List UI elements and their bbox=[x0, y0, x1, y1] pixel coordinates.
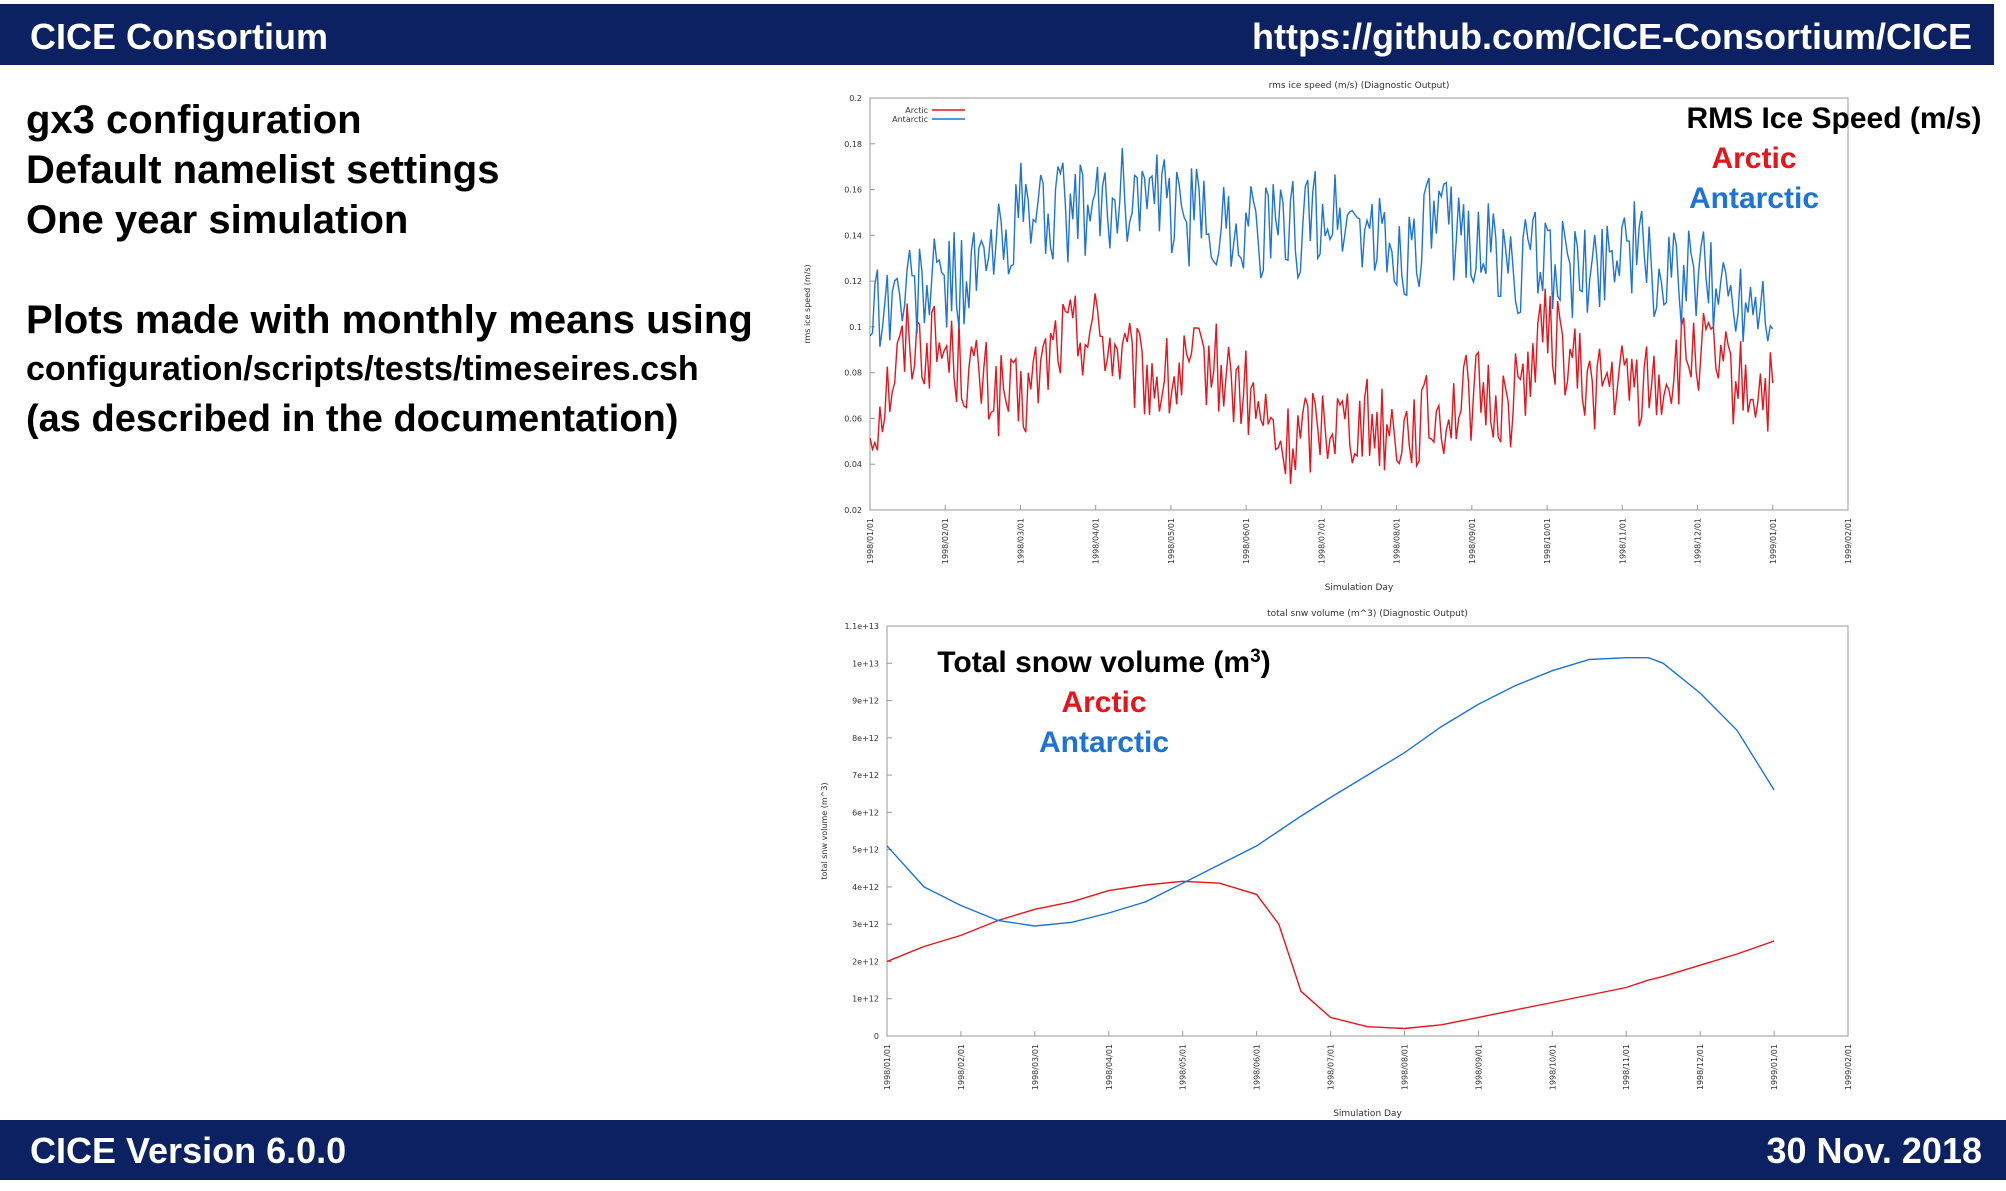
y-tick-label: 0.04 bbox=[844, 460, 862, 469]
x-tick-label: 1998/09/01 bbox=[1468, 518, 1477, 564]
y-tick-label: 0.18 bbox=[844, 140, 862, 149]
x-tick-label: 1999/01/01 bbox=[1769, 518, 1778, 564]
x-tick-label: 1998/10/01 bbox=[1543, 518, 1552, 564]
note-line-6: (as described in the documentation) bbox=[26, 398, 679, 440]
overlay-title: RMS Ice Speed (m/s) bbox=[1686, 102, 1981, 135]
footer-version: CICE Version 6.0.0 bbox=[30, 1130, 347, 1171]
x-tick-label: 1998/07/01 bbox=[1317, 518, 1326, 564]
y-tick-label: 0.1 bbox=[849, 323, 862, 332]
note-line-3: One year simulation bbox=[26, 198, 409, 242]
overlay-antarctic: Antarctic bbox=[1689, 182, 1819, 215]
note-line-2: Default namelist settings bbox=[26, 148, 500, 192]
header-url[interactable]: https://github.com/CICE-Consortium/CICE bbox=[1252, 16, 1972, 57]
y-tick-label: 0.12 bbox=[844, 277, 862, 286]
series-line-antarctic bbox=[869, 147, 1774, 347]
y-axis-label: rms ice speed (m/s) bbox=[803, 264, 812, 343]
header-title: CICE Consortium bbox=[30, 16, 329, 57]
y-tick-label: 0.14 bbox=[844, 231, 862, 240]
x-tick-label: 1998/03/01 bbox=[1016, 518, 1025, 564]
x-tick-label: 1999/02/01 bbox=[1844, 518, 1853, 564]
header-bar: CICE Consortium https://github.com/CICE-… bbox=[0, 4, 2006, 65]
y-tick-label: 0.08 bbox=[844, 369, 862, 378]
legend-label: Arctic bbox=[905, 106, 928, 115]
chart-title: rms ice speed (m/s) (Diagnostic Output) bbox=[1269, 81, 1450, 91]
x-axis-label: Simulation Day bbox=[1325, 583, 1394, 593]
note-line-5: configuration/scripts/tests/timeseires.c… bbox=[26, 350, 699, 388]
x-tick-label: 1998/08/01 bbox=[1393, 518, 1402, 564]
x-tick-label: 1998/12/01 bbox=[1694, 518, 1703, 564]
note-line-4: Plots made with monthly means using bbox=[26, 298, 753, 342]
y-tick-label: 0.02 bbox=[844, 506, 862, 515]
footer-bar: CICE Version 6.0.0 30 Nov. 2018 bbox=[0, 1120, 2006, 1180]
y-tick-label: 0.16 bbox=[844, 186, 862, 195]
overlay-arctic: Arctic bbox=[1711, 142, 1796, 175]
x-tick-label: 1998/04/01 bbox=[1092, 518, 1101, 564]
y-tick-label: 0.2 bbox=[849, 94, 862, 103]
x-tick-label: 1998/01/01 bbox=[866, 518, 875, 564]
x-tick-label: 1998/06/01 bbox=[1242, 518, 1251, 564]
y-tick-label: 0.06 bbox=[844, 414, 862, 423]
x-tick-label: 1998/02/01 bbox=[941, 518, 950, 564]
note-line-1: gx3 configuration bbox=[26, 98, 362, 142]
x-tick-label: 1998/05/01 bbox=[1167, 518, 1176, 564]
footer-date: 30 Nov. 2018 bbox=[1766, 1130, 1982, 1171]
x-tick-label: 1998/11/01 bbox=[1618, 518, 1627, 564]
legend-label: Antarctic bbox=[892, 115, 928, 124]
series-line-arctic bbox=[869, 288, 1774, 485]
plot-frame bbox=[869, 97, 1849, 511]
